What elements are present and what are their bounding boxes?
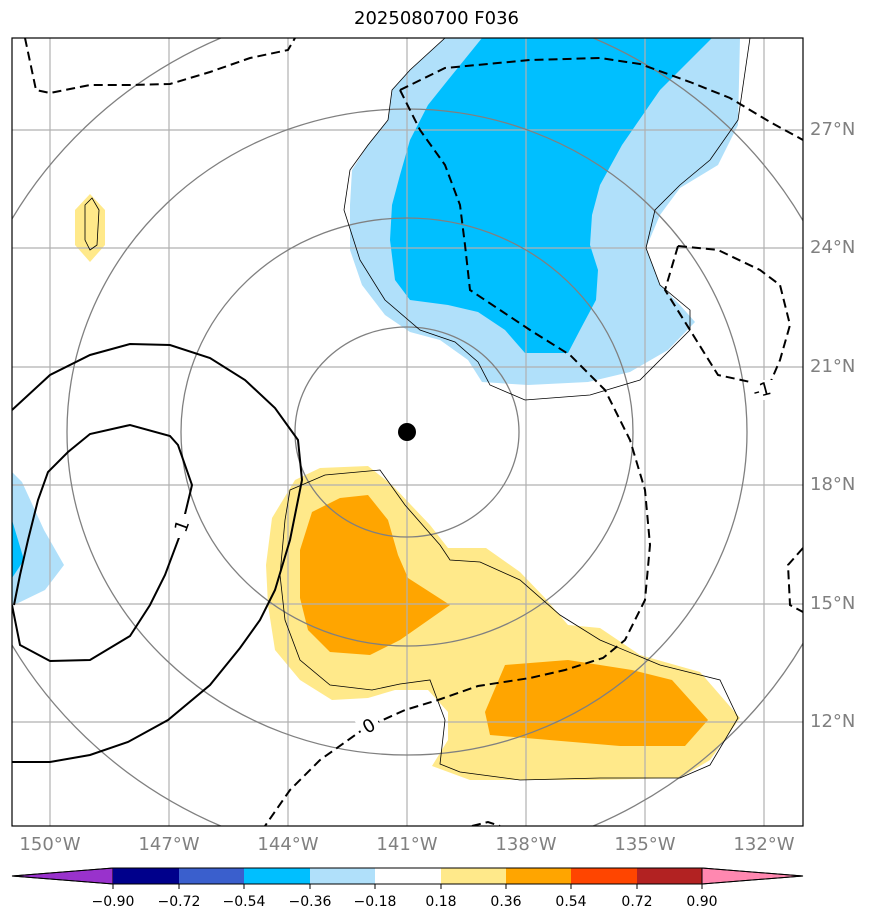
range-rings — [12, 38, 803, 826]
colorbar-bin — [441, 868, 506, 884]
colorbar-low-extension — [11, 867, 114, 885]
shading-orange — [300, 495, 708, 746]
shading-cyan — [12, 38, 712, 578]
lat-label-21n: 21°N — [810, 356, 856, 377]
lat-label-24n: 24°N — [810, 237, 856, 258]
lon-label-132w: 132°W — [733, 834, 795, 855]
map-title: 2025080700 F036 — [354, 8, 519, 29]
colorbar-tick-label: 0.18 — [425, 894, 457, 910]
lon-label-141w: 141°W — [376, 834, 438, 855]
contour-labels: 1 0 -1 — [171, 378, 774, 740]
lat-label-12n: 12°N — [810, 711, 856, 732]
lat-label-27n: 27°N — [810, 119, 856, 140]
lon-label-150w: 150°W — [19, 834, 81, 855]
colorbar-tick-label: −0.18 — [353, 894, 397, 910]
colorbar-bin — [571, 868, 637, 884]
solid-contours — [12, 342, 304, 763]
colorbar-high-extension — [701, 867, 804, 885]
colorbar-tick-label: 0.72 — [621, 894, 653, 910]
colorbar-tick-label: 0.36 — [490, 894, 522, 910]
colorbar-bin — [375, 868, 441, 884]
lat-label-15n: 15°N — [810, 593, 856, 614]
lon-label-147w: 147°W — [138, 834, 200, 855]
colorbar-bin — [637, 868, 702, 884]
colorbar-bin — [244, 868, 310, 884]
colorbar-bin — [310, 868, 375, 884]
colorbar-bin — [113, 868, 179, 884]
lon-label-138w: 138°W — [495, 834, 557, 855]
map-frame — [11, 37, 804, 827]
colorbar-tick-label: 0.90 — [686, 894, 718, 910]
colorbar-tick-label: −0.72 — [157, 894, 201, 910]
contour-label-minus-one: -1 — [751, 378, 774, 403]
lat-label-18n: 18°N — [810, 474, 856, 495]
colorbar-bin — [506, 868, 571, 884]
colorbar-bin — [179, 868, 244, 884]
colorbar-tick-label: −0.36 — [288, 894, 332, 910]
colorbar-tick-label: −0.90 — [91, 894, 135, 910]
colorbar-tick-label: 0.54 — [555, 894, 587, 910]
storm-center-marker — [398, 423, 416, 441]
gridlines — [12, 38, 803, 826]
colorbar — [11, 867, 804, 889]
thin-contours — [84, 38, 751, 781]
lon-label-135w: 135°W — [614, 834, 676, 855]
lon-label-144w: 144°W — [257, 834, 319, 855]
colorbar-tick-label: −0.54 — [222, 894, 266, 910]
